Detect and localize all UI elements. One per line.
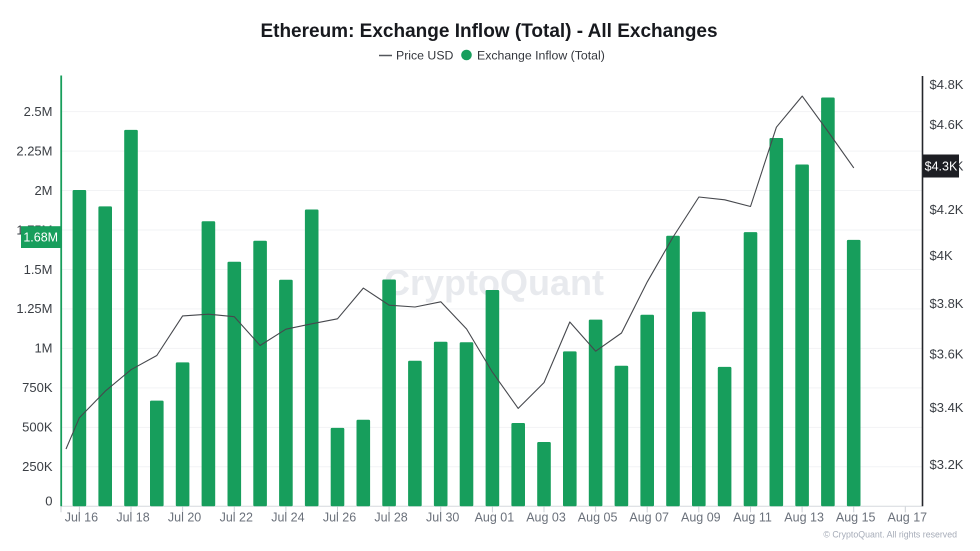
svg-text:Ethereum: Exchange Inflow (Tot: Ethereum: Exchange Inflow (Total) - All … [260,21,717,42]
svg-text:Jul 16: Jul 16 [65,511,98,525]
svg-text:Price USD: Price USD [396,49,454,63]
svg-text:2.25M: 2.25M [16,143,52,158]
svg-text:Aug 11: Aug 11 [733,511,772,525]
svg-text:Jul 30: Jul 30 [426,511,459,525]
svg-text:Aug 15: Aug 15 [836,511,876,525]
svg-text:Jul 26: Jul 26 [323,511,356,525]
svg-text:© CryptoQuant. All rights rese: © CryptoQuant. All rights reserved [823,530,957,540]
svg-text:$3.6K: $3.6K [930,347,964,362]
svg-text:Aug 01: Aug 01 [475,511,515,525]
svg-text:Jul 20: Jul 20 [168,511,201,525]
svg-text:1.25M: 1.25M [16,301,52,316]
svg-text:$4.8K: $4.8K [930,77,964,92]
svg-text:Aug 03: Aug 03 [526,511,566,525]
svg-text:Jul 22: Jul 22 [220,511,253,525]
svg-text:1M: 1M [34,341,52,356]
svg-text:Aug 07: Aug 07 [629,511,669,525]
svg-text:$3.2K: $3.2K [930,457,964,472]
svg-text:250K: 250K [22,459,53,474]
svg-text:500K: 500K [22,420,53,435]
svg-text:750K: 750K [22,380,53,395]
svg-text:2.5M: 2.5M [24,104,53,119]
svg-text:$4.2K: $4.2K [930,202,964,217]
svg-text:0: 0 [45,494,52,509]
svg-text:$3.4K: $3.4K [930,400,964,415]
svg-text:Aug 09: Aug 09 [681,511,721,525]
svg-text:1.5M: 1.5M [24,262,53,277]
svg-text:$4.3K: $4.3K [925,160,958,174]
svg-text:Jul 18: Jul 18 [116,511,149,525]
svg-text:Aug 05: Aug 05 [578,511,618,525]
svg-text:Aug 17: Aug 17 [887,511,927,525]
svg-text:Exchange Inflow (Total): Exchange Inflow (Total) [477,49,605,63]
svg-text:Aug 13: Aug 13 [784,511,824,525]
svg-text:2M: 2M [34,183,52,198]
svg-text:Jul 28: Jul 28 [374,511,407,525]
svg-text:1.68M: 1.68M [23,231,58,245]
svg-text:Jul 24: Jul 24 [271,511,304,525]
svg-text:$4K: $4K [930,248,953,263]
svg-text:$3.8K: $3.8K [930,296,964,311]
svg-text:$4.6K: $4.6K [930,117,964,132]
